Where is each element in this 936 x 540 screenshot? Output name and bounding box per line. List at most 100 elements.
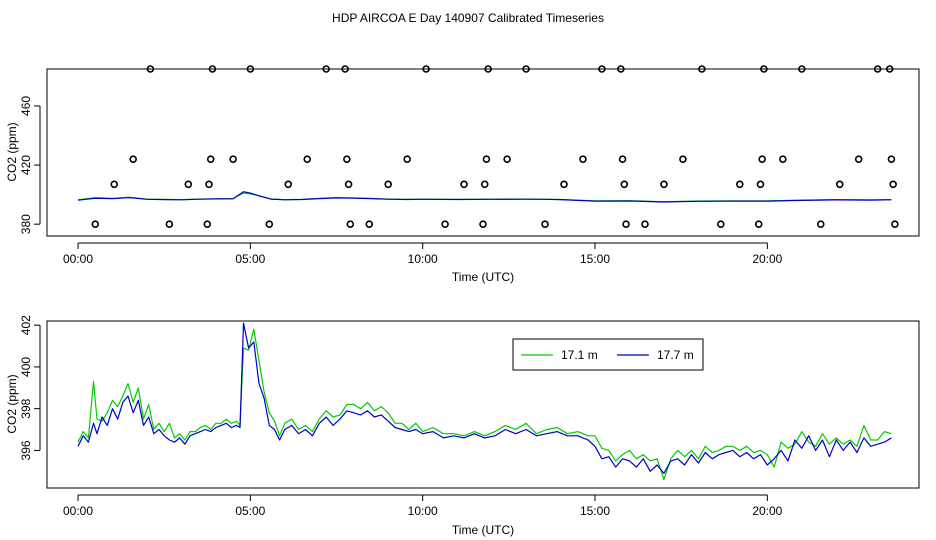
legend: 17.1 m 17.7 m	[512, 338, 704, 371]
panel-1-point	[503, 155, 511, 163]
panel-2-y-tick-label: 400	[19, 357, 33, 377]
panel-1-point	[660, 180, 668, 189]
panel-2-y-tick-label: 398	[19, 398, 33, 418]
panel-1-point	[617, 65, 625, 73]
panel-1-point	[341, 65, 349, 73]
panel-1-point	[229, 155, 237, 163]
panel-1-point	[717, 220, 725, 228]
panel-1-x-tick-label: 20:00	[752, 252, 782, 266]
panel-1-x-axis: 00:00 05:00 10:00 15:00 20:00	[63, 242, 783, 266]
panel-1-point	[165, 220, 174, 228]
panel-1-point	[885, 65, 894, 73]
panel-1-point	[735, 180, 744, 189]
panel-1-point	[854, 155, 863, 163]
panel-2-x-tick-label: 10:00	[408, 504, 438, 518]
panel-1-point	[480, 180, 489, 189]
panel-1-y-tick-label: 460	[19, 96, 33, 116]
panel-1-point	[560, 180, 568, 189]
panel-1-point	[522, 65, 530, 73]
panel-1-x-tick-label: 05:00	[235, 252, 265, 266]
panel-1-point	[184, 180, 193, 189]
panel-1-point	[460, 180, 468, 189]
panel-1-point	[679, 155, 687, 163]
panel-2-x-axis-label: Time (UTC)	[452, 523, 514, 537]
panel-1-x-tick-label: 15:00	[580, 252, 610, 266]
panel-1-y-axis: 380 420 460	[19, 96, 41, 234]
panel-1-point	[873, 65, 882, 73]
legend-label-17-1m: 17.1 m	[561, 348, 598, 362]
panel-1-point	[641, 220, 649, 228]
panel-1-point	[344, 180, 353, 189]
panel-1-series-17-7-m-line	[77, 191, 892, 203]
panel-1-point	[91, 220, 100, 228]
panel-1-point	[484, 65, 492, 73]
panel-2-series-17-7-m-line	[77, 322, 892, 474]
panel-1-point	[365, 220, 374, 228]
panel-1-point	[889, 180, 897, 189]
panel-1-point	[322, 65, 330, 73]
panel-2-y-tick-label: 402	[19, 315, 33, 335]
legend-label-17-7m: 17.7 m	[657, 348, 694, 362]
panel-2-y-axis: 396 398 400 402	[19, 315, 41, 460]
panel-1-point	[891, 220, 899, 228]
panel-1-point	[146, 65, 155, 73]
panel-1: 00:00 05:00 10:00 15:00 20:00 380 420 460 Time…	[5, 65, 920, 284]
panel-1-point	[110, 180, 119, 189]
panel-1-point	[422, 65, 430, 73]
panel-1-x-tick-label: 00:00	[63, 252, 93, 266]
panel-1-x-axis-label: Time (UTC)	[452, 270, 514, 284]
panel-1-y-tick-label: 380	[19, 214, 33, 234]
panel-1-frame	[46, 68, 920, 237]
panel-1-point	[265, 220, 274, 228]
panel-1-point	[756, 180, 765, 189]
panel-1-point	[779, 155, 787, 163]
legend-box	[512, 338, 704, 371]
panel-1-point	[754, 220, 763, 228]
panel-1-point	[479, 220, 487, 228]
panel-1-point	[284, 180, 293, 189]
panel-2-y-tick-label: 396	[19, 440, 33, 460]
panel-1-point	[205, 180, 213, 189]
panel-1-point	[579, 155, 587, 163]
panel-1-point	[758, 155, 766, 163]
panel-1-point	[343, 155, 351, 163]
panel-1-point	[208, 65, 217, 73]
panel-2-marks	[77, 322, 892, 481]
panel-1-point	[482, 155, 491, 163]
panel-1-point	[384, 180, 393, 189]
panel-1-point	[303, 155, 312, 163]
panel-1-point	[816, 220, 825, 228]
panel-1-point	[760, 65, 768, 73]
panel-1-point	[798, 65, 806, 73]
panel-1-point	[246, 65, 255, 73]
panel-2: 00:00 05:00 10:00 15:00 20:00 396 398 400 402 T…	[5, 315, 920, 537]
panel-1-point	[620, 180, 629, 189]
panel-2-x-tick-label: 20:00	[752, 504, 782, 518]
panel-2-x-tick-label: 00:00	[63, 504, 93, 518]
panel-1-x-tick-label: 10:00	[408, 252, 438, 266]
panel-2-x-tick-label: 15:00	[580, 504, 610, 518]
panel-2-frame	[46, 320, 920, 489]
panel-1-marks	[77, 65, 899, 228]
panel-1-point	[403, 155, 411, 163]
panel-1-y-axis-label: CO2 (ppm)	[5, 122, 19, 181]
panel-1-point	[346, 220, 355, 228]
panel-2-y-axis-label: CO2 (ppm)	[5, 374, 19, 433]
panel-1-point	[887, 155, 896, 163]
panel-1-y-tick-label: 420	[19, 155, 33, 175]
panel-1-point	[441, 220, 449, 228]
panel-1-point	[203, 220, 212, 228]
panel-1-point	[618, 155, 627, 163]
panel-1-point	[622, 220, 630, 228]
panel-1-point	[835, 180, 844, 189]
panel-2-series-17-1-m-line	[77, 328, 892, 481]
panel-1-point	[541, 220, 549, 228]
panel-2-x-tick-label: 05:00	[235, 504, 265, 518]
figure-title: HDP AIRCOA E Day 140907 Calibrated Times…	[332, 11, 604, 25]
panel-1-series-17-1-m-line	[77, 192, 892, 203]
panel-1-point	[129, 155, 137, 163]
panel-1-point	[598, 65, 606, 73]
panel-1-point	[206, 155, 215, 163]
panel-1-point	[698, 65, 706, 73]
